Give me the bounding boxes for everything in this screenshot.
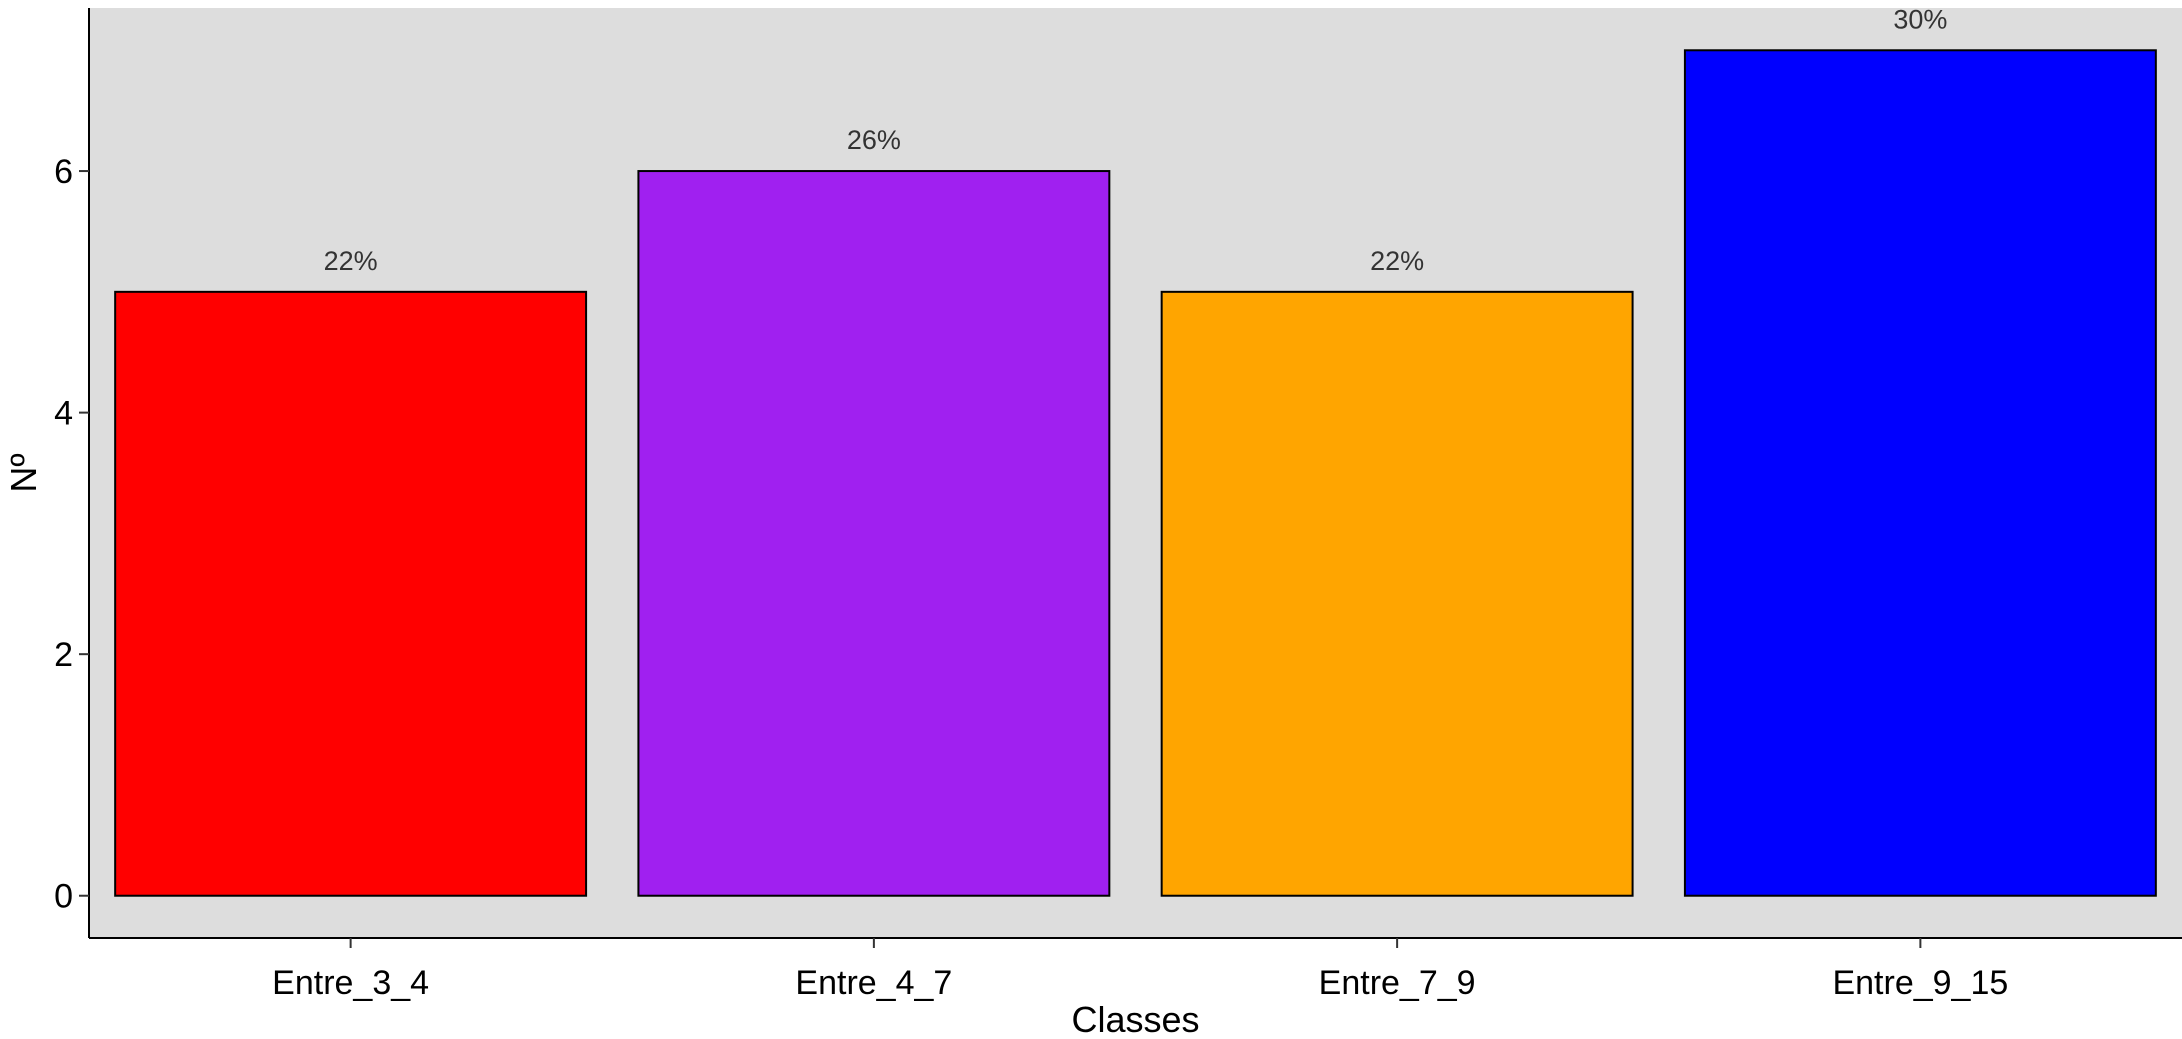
y-axis-ticks: 0 2 4 6 [54,153,89,916]
bar-entre-3-4 [114,290,588,897]
x-axis-title: Classes [1071,999,1199,1039]
bar-data-label: 22% [324,246,378,276]
bars-group [114,49,2157,897]
bar-data-label: 30% [1893,4,1947,34]
x-tick-label: Entre_4_7 [795,964,952,1002]
bar-entre-9-15 [1683,49,2157,897]
bar-entre-4-7 [637,170,1111,897]
y-tick-label: 4 [54,395,73,433]
bar-data-label: 22% [1370,246,1424,276]
y-tick-label: 2 [54,636,73,674]
y-tick-label: 6 [54,153,73,191]
y-tick-label: 0 [54,878,73,916]
x-tick-label: Entre_9_15 [1832,964,2008,1002]
y-axis-title: Nº [3,453,44,492]
bar-entre-7-9 [1160,290,1634,897]
x-tick-label: Entre_3_4 [272,964,429,1002]
bar-data-label: 26% [847,125,901,155]
data-labels-group: 22% 26% 22% 30% [324,4,1948,276]
x-axis-ticks: Entre_3_4 Entre_4_7 Entre_7_9 Entre_9_15 [272,938,2008,1002]
x-tick-label: Entre_7_9 [1319,964,1476,1002]
